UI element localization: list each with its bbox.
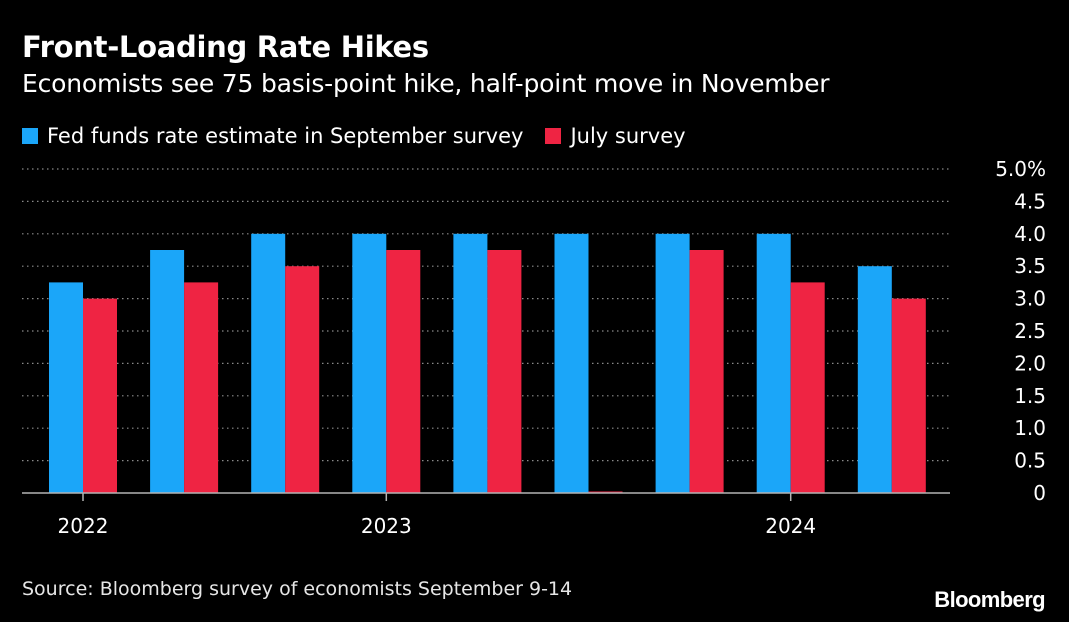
y-tick-label: 1.0 (1014, 416, 1046, 440)
bar-september (554, 233, 589, 494)
legend-label-september: Fed funds rate estimate in September sur… (47, 124, 524, 148)
legend-swatch-september (22, 128, 38, 144)
y-tick-label: 0.5 (1014, 449, 1046, 473)
chart-subtitle: Economists see 75 basis-point hike, half… (22, 69, 830, 98)
bar-september (453, 233, 488, 494)
y-tick-label: 4.5 (1014, 189, 1046, 213)
bar-july (184, 282, 219, 493)
bar-september (352, 233, 387, 494)
chart-title: Front-Loading Rate Hikes (22, 30, 429, 64)
bar-september (49, 282, 83, 493)
bar-july (285, 266, 320, 493)
legend-swatch-july (545, 128, 562, 144)
bar-july (83, 298, 117, 493)
y-tick-label: 1.5 (1014, 384, 1046, 408)
y-tick-label: 3.5 (1014, 254, 1046, 278)
y-tick-label: 5.0% (995, 157, 1046, 181)
bar-september (150, 250, 185, 493)
x-tick-label: 2022 (58, 514, 109, 538)
y-tick-label: 3.0 (1014, 287, 1046, 311)
bloomberg-logo: Bloomberg (934, 587, 1045, 612)
legend-item-july: July survey (545, 124, 686, 148)
bar-july (891, 298, 926, 493)
legend: Fed funds rate estimate in September sur… (22, 124, 708, 148)
bar-september (857, 266, 892, 493)
y-tick-label: 4.0 (1014, 222, 1046, 246)
legend-label-july: July survey (570, 124, 686, 148)
bar-july (790, 282, 825, 493)
y-tick-label: 2.0 (1014, 351, 1046, 375)
bar-september (655, 233, 690, 494)
legend-item-september: Fed funds rate estimate in September sur… (22, 124, 523, 148)
bar-july (689, 250, 724, 493)
bar-july (386, 250, 421, 493)
bar-july (487, 250, 522, 493)
y-tick-label: 2.5 (1014, 319, 1046, 343)
source-note: Source: Bloomberg survey of economists S… (22, 578, 573, 600)
y-tick-label: 0 (1033, 481, 1046, 505)
x-tick-label: 2023 (361, 514, 412, 538)
bar-september (756, 233, 791, 494)
bar-september (251, 233, 286, 494)
x-tick-label: 2024 (765, 514, 816, 538)
